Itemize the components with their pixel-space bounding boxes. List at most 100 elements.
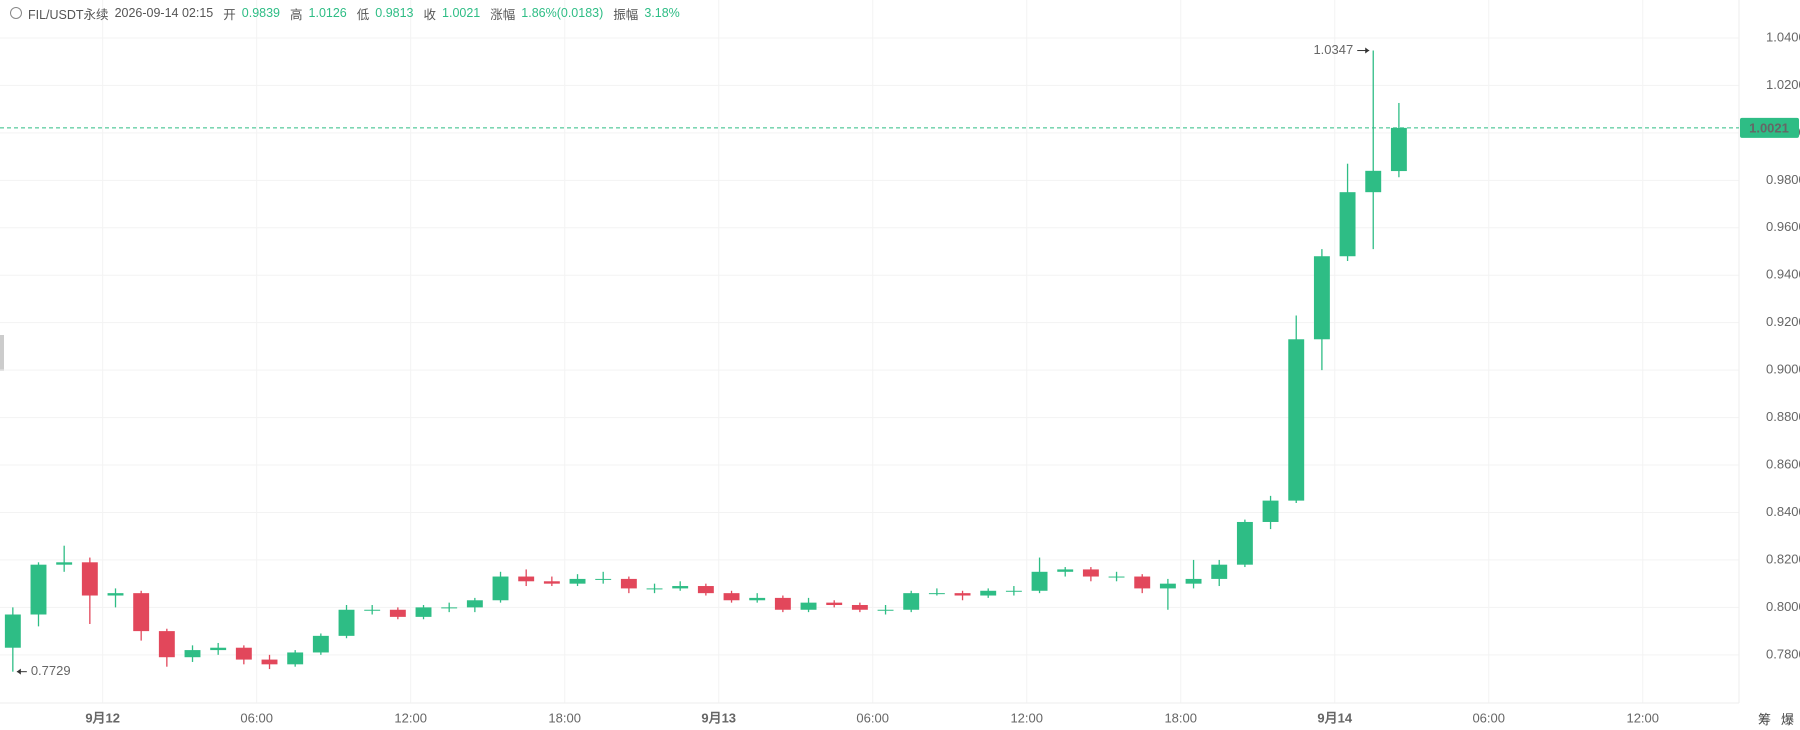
candle-body: [672, 586, 689, 589]
candle-body: [81, 562, 98, 596]
candle-body: [1211, 564, 1228, 579]
price-tag-label: 1.0021: [1749, 120, 1789, 135]
high-label: 1.0347: [1313, 42, 1353, 57]
candle-body: [903, 593, 920, 610]
candle-body: [56, 562, 73, 565]
candle-body: [184, 650, 201, 658]
candle-body: [1185, 578, 1202, 584]
candle-body: [1134, 576, 1151, 589]
candle-body: [30, 564, 47, 615]
candle-body: [595, 578, 612, 580]
candle-body: [1005, 590, 1022, 592]
candle-body: [287, 652, 304, 665]
candle-body: [928, 593, 945, 595]
field-value: 1.0021: [442, 6, 481, 20]
candle-body: [1108, 576, 1125, 578]
y-tick-label: 0.9800: [1766, 172, 1800, 187]
candle-body: [107, 593, 124, 596]
symbol: FIL/USDT永续: [28, 7, 109, 22]
x-tick-label: 18:00: [548, 710, 581, 725]
candle-body: [492, 576, 509, 601]
candle-body: [1057, 569, 1074, 572]
candle-body: [826, 602, 843, 606]
x-tick-label: 06:00: [856, 710, 889, 725]
collapse-icon[interactable]: [10, 7, 22, 19]
candle-body: [954, 593, 971, 596]
candle-body: [364, 609, 381, 611]
candle-body: [877, 609, 894, 611]
candle-body: [774, 597, 791, 610]
x-tick-label: 18:00: [1164, 710, 1197, 725]
candle-body: [697, 586, 714, 594]
x-tick-label: 12:00: [1626, 710, 1659, 725]
candle-body: [800, 602, 817, 610]
candle-body: [261, 659, 278, 665]
candle-body: [415, 607, 432, 617]
field-value: 0.9813: [375, 6, 414, 20]
y-tick-label: 1.0200: [1766, 77, 1800, 92]
arrow-head: [1365, 47, 1370, 54]
field-value: 3.18%: [644, 6, 680, 20]
candle-body: [4, 614, 21, 648]
candle-body: [646, 588, 663, 590]
candle-body: [210, 647, 227, 651]
x-tick-label: 9月12: [85, 710, 120, 725]
x-tick-label: 06:00: [1472, 710, 1505, 725]
price-tag: [1740, 117, 1799, 138]
candle-body: [235, 647, 252, 660]
candle-body: [1159, 583, 1176, 589]
grid: [0, 0, 1739, 703]
candle-body: [1365, 170, 1382, 193]
candle-body: [569, 578, 586, 584]
candle-body: [980, 590, 997, 596]
candle-body: [1262, 500, 1279, 522]
candle-body: [466, 600, 483, 608]
candle-body: [441, 607, 458, 609]
candle-body: [1031, 571, 1048, 591]
candle-body: [723, 593, 740, 601]
candle-body: [749, 597, 766, 601]
x-tick-label: 9月14: [1317, 710, 1352, 725]
candle-body: [1313, 256, 1330, 340]
side-handle[interactable]: [0, 335, 4, 371]
header: FIL/USDT永续 2026-09-14 02:15 开 0.9839 高 1.01…: [10, 3, 684, 23]
x-tick-label: 06:00: [240, 710, 273, 725]
field-value: 0.9839: [241, 6, 281, 20]
candle-body: [1236, 521, 1253, 565]
x-tick-label: 12:00: [394, 710, 427, 725]
candle-body: [620, 578, 637, 589]
candle-body: [338, 609, 355, 636]
time: 2026-09-14 02:15: [114, 6, 214, 20]
field-label: 收: [423, 7, 437, 22]
low-label: 0.7729: [31, 663, 71, 678]
candle-body: [1082, 569, 1099, 577]
candle-body: [851, 605, 868, 610]
candle-body: [1288, 339, 1305, 501]
field-value: 1.86%(0.0183): [521, 6, 604, 20]
field-label: 高: [290, 7, 303, 22]
y-tick-label: 1.0400: [1766, 29, 1800, 44]
tool-button[interactable]: 筹: [1757, 712, 1771, 727]
field-label: 开: [223, 7, 236, 22]
candle-body: [1390, 127, 1407, 172]
tools: 筹爆: [1758, 709, 1794, 728]
arrow-head: [16, 668, 21, 675]
x-tick-label: 9月13: [701, 710, 736, 725]
candle-body: [312, 635, 329, 653]
candle-body: [518, 576, 535, 582]
tool-button[interactable]: 爆: [1780, 712, 1794, 727]
candle-body: [389, 609, 406, 617]
candle-body: [543, 581, 560, 584]
x-tick-label: 12:00: [1010, 710, 1043, 725]
